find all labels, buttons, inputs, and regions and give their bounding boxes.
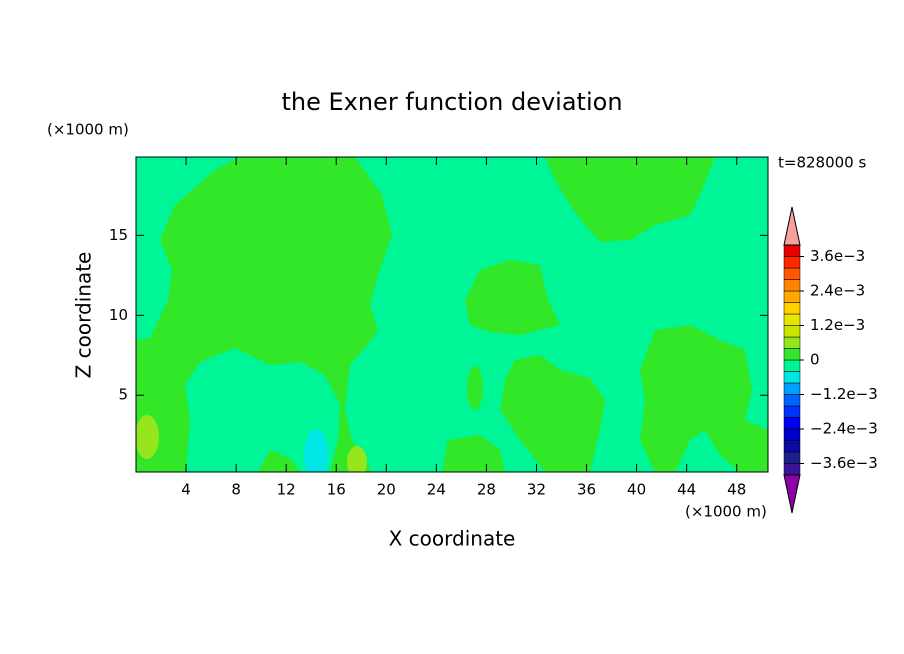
colorbar-band <box>783 359 801 372</box>
colorbar-band <box>783 382 801 395</box>
x-tick-label: 36 <box>577 481 596 499</box>
colorbar-band <box>783 290 801 303</box>
colorbar-band <box>783 371 801 384</box>
colorbar-band <box>783 394 801 407</box>
y-tick-label: 15 <box>109 226 128 244</box>
colorbar-tick-label: −2.4e−3 <box>810 420 878 438</box>
x-tick-label: 44 <box>677 481 696 499</box>
x-tick-label: 20 <box>377 481 396 499</box>
x-axis-label: X coordinate <box>389 527 516 551</box>
colorbar-band <box>783 313 801 326</box>
contour-region <box>185 348 340 472</box>
x-tick-label: 28 <box>477 481 496 499</box>
colorbar-tick-label: 3.6e−3 <box>810 247 865 265</box>
colorbar-band <box>783 463 801 476</box>
colorbar-tick-label: 2.4e−3 <box>810 282 865 300</box>
colorbar-band <box>783 336 801 349</box>
y-axis-label: Z coordinate <box>72 252 96 379</box>
colorbar-over <box>783 206 801 246</box>
x-tick-label: 48 <box>727 481 746 499</box>
contour-region <box>442 435 505 472</box>
x-tick-label: 40 <box>627 481 646 499</box>
chart-title: the Exner function deviation <box>281 88 622 116</box>
x-tick-label: 4 <box>181 481 191 499</box>
contour-field <box>136 157 768 472</box>
colorbar-band <box>783 256 801 269</box>
plot-frame <box>135 156 769 473</box>
y-unit: (×1000 m) <box>47 121 129 139</box>
contour-region <box>500 355 605 472</box>
y-tick-label: 10 <box>109 306 128 324</box>
colorbar-band <box>783 267 801 280</box>
contour-region <box>304 429 328 472</box>
x-tick-label: 32 <box>527 481 546 499</box>
colorbar-tick-label: −3.6e−3 <box>810 454 878 472</box>
x-tick-label: 12 <box>277 481 296 499</box>
colorbar-band <box>783 428 801 441</box>
colorbar-band <box>783 440 801 453</box>
x-tick-label: 24 <box>427 481 446 499</box>
contour-region <box>545 157 715 242</box>
colorbar-tick-label: 0 <box>810 351 820 369</box>
contour-region <box>467 366 483 410</box>
y-tick-label: 5 <box>118 386 128 404</box>
colorbar-band <box>783 405 801 418</box>
colorbar-tick-label: −1.2e−3 <box>810 385 878 403</box>
colorbar-tick-label: 1.2e−3 <box>810 316 865 334</box>
colorbar-band <box>783 302 801 315</box>
colorbar-band <box>783 417 801 430</box>
colorbar-band <box>783 279 801 292</box>
colorbar-under <box>783 474 801 514</box>
x-unit: (×1000 m) <box>685 503 767 521</box>
contour-region <box>136 415 159 459</box>
contour-region <box>347 446 367 472</box>
x-tick-label: 16 <box>327 481 346 499</box>
colorbar-band <box>783 244 801 257</box>
colorbar-band <box>783 325 801 338</box>
colorbar-band <box>783 451 801 464</box>
x-tick-label: 8 <box>231 481 241 499</box>
contour-region <box>640 325 768 472</box>
colorbar-band <box>783 348 801 361</box>
time-label: t=828000 s <box>778 154 866 172</box>
contour-region <box>465 260 560 335</box>
